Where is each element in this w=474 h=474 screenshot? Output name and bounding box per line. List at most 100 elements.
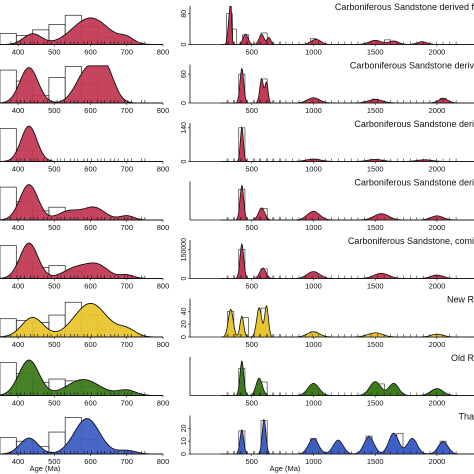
right-x-tick-label: 1500 bbox=[367, 165, 384, 174]
left-x-tick-label: 800 bbox=[157, 106, 170, 115]
left-x-tick-label: 800 bbox=[157, 48, 170, 57]
left-x-tick-label: 700 bbox=[121, 282, 134, 291]
left-x-tick-label: 700 bbox=[121, 223, 134, 232]
right-y-tick-label: 0 bbox=[181, 101, 188, 105]
right-density-curve bbox=[220, 6, 474, 45]
left-x-tick-label: 700 bbox=[121, 48, 134, 57]
left-x-tick-label: 400 bbox=[12, 399, 25, 408]
right-x-tick-label: 2000 bbox=[429, 48, 446, 57]
right-x-tick-label: 2000 bbox=[429, 106, 446, 115]
left-x-tick-label: 700 bbox=[121, 399, 134, 408]
right-x-tick-label: 1000 bbox=[305, 457, 322, 466]
right-y-tick-label: 40 bbox=[181, 307, 188, 315]
left-x-tick-label: 800 bbox=[157, 165, 170, 174]
left-x-tick-label: 500 bbox=[48, 223, 61, 232]
right-y-tick-label: 0 bbox=[181, 452, 188, 456]
left-x-tick-label: 600 bbox=[84, 457, 97, 466]
row-panel-1: 400 500 600 700 800 0 80 500 1000 1500 2000 Carboni… bbox=[0, 2, 474, 57]
left-x-tick-label: 800 bbox=[157, 457, 170, 466]
left-x-tick-label: 400 bbox=[12, 282, 25, 291]
right-x-tick-label: 1500 bbox=[367, 48, 384, 57]
right-density-curve bbox=[220, 305, 474, 338]
right-y-tick-label: 60 bbox=[181, 70, 188, 78]
left-x-tick-label: 700 bbox=[121, 165, 134, 174]
right-x-tick-label: 1000 bbox=[305, 165, 322, 174]
left-density-curve bbox=[0, 184, 163, 221]
right-y-tick-label: 0 bbox=[181, 276, 188, 280]
left-x-tick-label: 800 bbox=[157, 399, 170, 408]
right-x-tick-label: 1500 bbox=[367, 282, 384, 291]
right-density-curve bbox=[220, 184, 474, 221]
left-density-curve bbox=[0, 302, 163, 338]
right-x-tick-label: 500 bbox=[245, 340, 258, 349]
right-panel-title: Tha bbox=[458, 412, 474, 422]
right-density-curve bbox=[220, 360, 474, 396]
left-x-tick-label: 400 bbox=[12, 223, 25, 232]
right-y-tick-label: 150000 bbox=[181, 238, 188, 261]
left-x-tick-label: 600 bbox=[84, 48, 97, 57]
right-panel-title: Carboniferous Sandstone deri bbox=[354, 119, 474, 129]
left-x-tick-label: 400 bbox=[12, 106, 25, 115]
right-y-tick-label: 20 bbox=[181, 320, 188, 328]
right-x-tick-label: 1000 bbox=[305, 223, 322, 232]
right-x-tick-label: 2000 bbox=[429, 340, 446, 349]
left-x-tick-label: 500 bbox=[48, 48, 61, 57]
right-density-curve bbox=[220, 67, 474, 104]
left-density-curve bbox=[0, 359, 163, 396]
left-x-tick-label: 800 bbox=[157, 340, 170, 349]
right-x-tick-label: 1500 bbox=[367, 457, 384, 466]
row-panel-7: 400 500 600 700 800 500 1000 1500 2000 Old R bbox=[0, 353, 474, 408]
left-x-tick-label: 400 bbox=[12, 340, 25, 349]
right-x-tick-label: 1000 bbox=[305, 399, 322, 408]
row-panel-6: 400 500 600 700 800 0 20 40 500 1000 1500 2000 New R bbox=[0, 295, 474, 349]
right-y-tick-label: 0 bbox=[181, 335, 188, 339]
right-x-tick-label: 2000 bbox=[429, 399, 446, 408]
right-x-tick-label: 1000 bbox=[305, 48, 322, 57]
left-x-tick-label: 400 bbox=[12, 457, 25, 466]
right-panel-title: Carboniferous Sandstone derived f bbox=[335, 2, 474, 12]
left-x-tick-label: 400 bbox=[12, 48, 25, 57]
right-y-tick-label: 0 bbox=[181, 159, 188, 163]
right-x-tick-label: 500 bbox=[245, 106, 258, 115]
right-x-tick-label: 500 bbox=[245, 48, 258, 57]
right-y-tick-label: 10 bbox=[181, 437, 188, 445]
right-y-tick-label: 140 bbox=[181, 122, 188, 134]
left-x-tick-label: 600 bbox=[84, 106, 97, 115]
left-x-tick-label: 800 bbox=[157, 282, 170, 291]
left-x-tick-label: 500 bbox=[48, 106, 61, 115]
row-panel-3: 400 500 600 700 800 0 140 500 1000 1500 2000 Carbon… bbox=[0, 119, 474, 174]
left-x-tick-label: 400 bbox=[12, 165, 25, 174]
left-x-tick-label: 600 bbox=[84, 340, 97, 349]
right-x-tick-label: 500 bbox=[245, 282, 258, 291]
right-x-axis-label: Age (Ma) bbox=[270, 464, 301, 473]
right-x-tick-label: 1000 bbox=[305, 340, 322, 349]
right-x-tick-label: 1500 bbox=[367, 106, 384, 115]
left-x-tick-label: 500 bbox=[48, 282, 61, 291]
right-x-tick-label: 2000 bbox=[429, 165, 446, 174]
right-x-tick-label: 1000 bbox=[305, 106, 322, 115]
right-y-tick-label: 80 bbox=[181, 10, 188, 18]
right-density-curve bbox=[220, 418, 474, 455]
right-panel-title: Carboniferous Sandstone deriv bbox=[350, 61, 474, 71]
left-density-curve bbox=[0, 125, 163, 162]
right-x-tick-label: 500 bbox=[245, 399, 258, 408]
row-panel-5: 400 500 600 700 800 0 150000 500 1000 1500 2000 Car… bbox=[0, 236, 474, 291]
left-density-curve bbox=[0, 17, 163, 45]
left-x-tick-label: 700 bbox=[121, 457, 134, 466]
row-panel-2: 400 500 600 700 800 0 60 500 1000 1500 2000 Carboni… bbox=[0, 61, 474, 115]
left-histogram-bar bbox=[48, 77, 66, 104]
right-x-tick-label: 1500 bbox=[367, 223, 384, 232]
right-density-curve bbox=[220, 126, 474, 162]
right-panel-title: Old R bbox=[451, 353, 474, 363]
right-y-tick-label: 20 bbox=[181, 424, 188, 432]
right-x-tick-label: 2000 bbox=[429, 457, 446, 466]
right-x-tick-label: 500 bbox=[245, 223, 258, 232]
left-x-tick-label: 500 bbox=[48, 165, 61, 174]
left-x-tick-label: 700 bbox=[121, 340, 134, 349]
right-x-tick-label: 500 bbox=[245, 165, 258, 174]
left-x-tick-label: 700 bbox=[121, 106, 134, 115]
right-x-tick-label: 500 bbox=[245, 457, 258, 466]
right-panel-title: Carboniferous Sandstone, comi bbox=[348, 236, 474, 246]
left-x-tick-label: 500 bbox=[48, 457, 61, 466]
